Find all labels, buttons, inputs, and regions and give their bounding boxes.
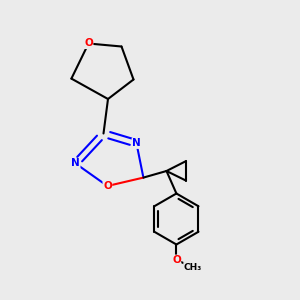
Text: O: O (103, 181, 112, 191)
Text: CH₃: CH₃ (184, 262, 202, 272)
Text: O: O (84, 38, 93, 49)
Text: N: N (71, 158, 80, 169)
Text: N: N (132, 138, 141, 148)
Text: O: O (172, 255, 181, 265)
